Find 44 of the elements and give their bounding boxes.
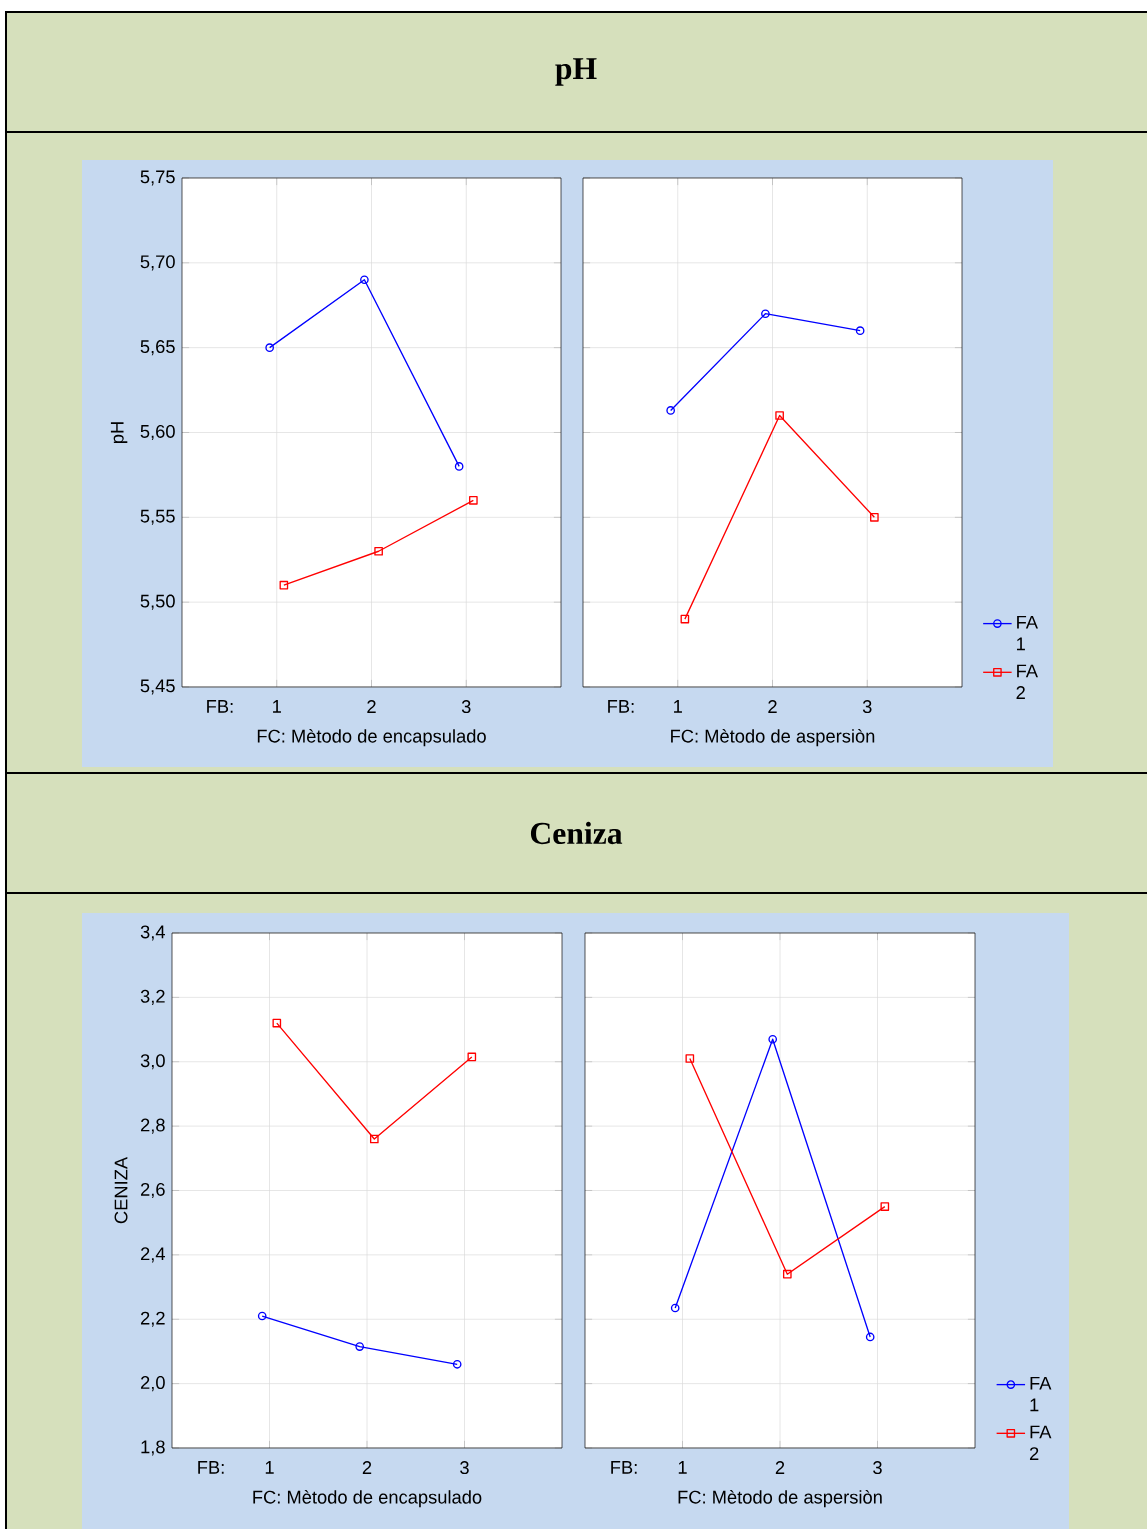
y-tick-label: 2,0 (140, 1376, 165, 1392)
text: FB: (611, 1461, 637, 1474)
y-tick-label: 3,2 (140, 989, 165, 1005)
legend-label: FA 1 (1030, 1376, 1052, 1412)
chart-title: pH (555, 58, 597, 86)
y-tick-label: 5,75 (140, 170, 175, 186)
y-tick-label: 2,4 (140, 1247, 166, 1263)
y-tick-label: 5,55 (140, 509, 175, 525)
chart-title: Ceniza (530, 821, 623, 845)
y-tick-label: 5,45 (140, 679, 175, 695)
x-axis-title: FC: Mètodo de aspersiòn (678, 1489, 882, 1508)
x-tick-label: 3 (862, 700, 872, 714)
x-tick-label: 1 (678, 1461, 687, 1474)
y-tick-label: 3,4 (140, 925, 166, 941)
x-tick-label: 3 (460, 1461, 469, 1475)
x-tick-label: 1 (265, 1461, 274, 1474)
legend-label: FA 2 (1029, 1425, 1052, 1460)
legend-label: FA 1 (1017, 615, 1038, 651)
y-tick-label: 5,70 (140, 255, 175, 271)
text: FB: (608, 700, 634, 713)
x-axis-title: FC: Mètodo de encapsulado (253, 1489, 482, 1508)
x-tick-label: 3 (873, 1461, 882, 1475)
y-axis-title: CENIZA (114, 1156, 128, 1224)
y-tick-label: 5,65 (140, 340, 175, 356)
y-tick-label: 1,8 (141, 1440, 165, 1456)
y-tick-label: 2,8 (140, 1118, 165, 1134)
x-axis-title: FC: Mètodo de aspersiòn (671, 728, 875, 747)
x-tick-label: 2 (367, 700, 376, 713)
y-tick-label: 2,2 (140, 1311, 165, 1327)
y-tick-label: 5,50 (140, 594, 175, 610)
x-tick-label: 2 (768, 700, 777, 713)
y-axis-title: pH (110, 422, 128, 444)
y-tick-label: 3,0 (140, 1054, 165, 1070)
text: FB: (198, 1461, 224, 1474)
x-axis-title: FC: Mètodo de encapsulado (257, 728, 486, 747)
legend-label: FA 2 (1016, 664, 1038, 699)
text: FB: (207, 700, 233, 713)
y-tick-label: 5,60 (140, 424, 175, 441)
x-tick-label: 1 (273, 700, 281, 713)
y-tick-label: 2,6 (140, 1182, 165, 1199)
x-tick-label: 2 (362, 1461, 372, 1474)
x-tick-label: 1 (674, 700, 682, 713)
x-tick-label: 2 (775, 1461, 785, 1474)
x-tick-label: 3 (461, 700, 471, 714)
